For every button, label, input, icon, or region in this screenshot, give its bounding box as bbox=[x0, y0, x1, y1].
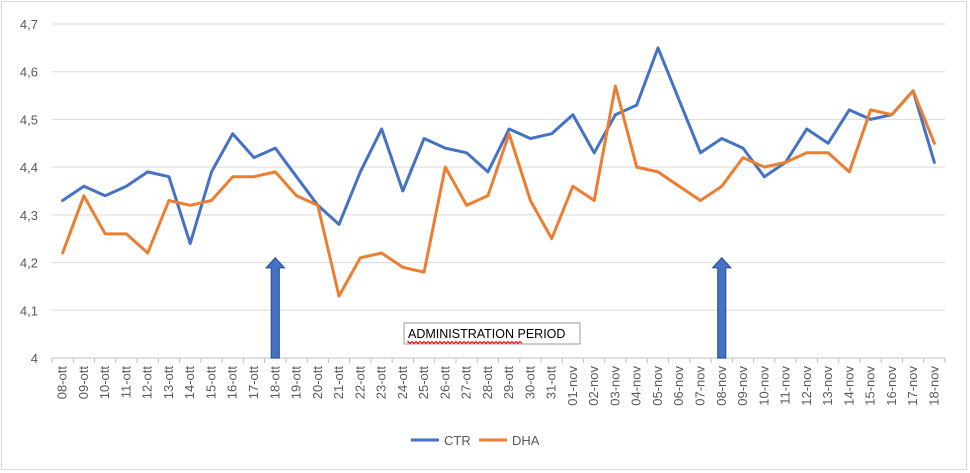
x-tick-label: 13-nov bbox=[820, 366, 835, 406]
x-axis: 08-ott 09-ott 10-ott 11-ott 12-ott 13-ott 14-o… bbox=[51, 357, 946, 406]
x-tick-label: 14-nov bbox=[841, 366, 856, 406]
administration-arrows bbox=[264, 256, 733, 359]
x-tick-label: 23-ott bbox=[374, 366, 389, 400]
x-tick-label: 06-nov bbox=[671, 366, 686, 406]
y-tick-label: 4,4 bbox=[20, 160, 38, 175]
x-tick-label: 21-ott bbox=[331, 366, 346, 400]
y-tick-label: 4,6 bbox=[20, 65, 38, 80]
x-tick-label: 16-nov bbox=[884, 366, 899, 406]
x-tick-label: 10-nov bbox=[756, 366, 771, 406]
x-tick-label: 24-ott bbox=[395, 366, 410, 400]
administration-period-annotation: ADMINISTRATION PERIOD bbox=[403, 322, 581, 345]
x-tick-label: 18-ott bbox=[267, 366, 282, 400]
x-tick-label: 18-nov bbox=[926, 366, 941, 406]
x-tick-label: 08-nov bbox=[714, 366, 729, 406]
x-tick-label: 20-ott bbox=[310, 366, 325, 400]
x-tick-label: 15-ott bbox=[203, 366, 218, 400]
x-tick-label: 10-ott bbox=[97, 366, 112, 400]
y-axis-ticks: 4 4,1 4,2 4,3 4,4 4,5 4,6 4,7 bbox=[20, 17, 38, 366]
y-tick-label: 4,7 bbox=[20, 17, 38, 32]
y-tick-label: 4,2 bbox=[20, 256, 38, 271]
x-tick-label: 04-nov bbox=[629, 366, 644, 406]
administration-arrow bbox=[711, 256, 733, 359]
annotation-label: ADMINISTRATION PERIOD bbox=[408, 327, 565, 341]
x-tick-label: 31-ott bbox=[544, 366, 559, 400]
x-tick-label: 30-ott bbox=[522, 366, 537, 400]
y-tick-label: 4 bbox=[31, 351, 38, 366]
administration-arrow bbox=[264, 256, 286, 359]
series-line-ctr bbox=[61, 46, 936, 245]
x-tick-label: 25-ott bbox=[416, 366, 431, 400]
series-line-dha bbox=[61, 84, 936, 298]
x-tick-label: 19-ott bbox=[289, 366, 304, 400]
x-tick-label: 03-nov bbox=[607, 366, 622, 406]
x-tick-label: 17-ott bbox=[246, 366, 261, 400]
y-tick-label: 4,5 bbox=[20, 112, 38, 127]
x-tick-label: 14-ott bbox=[182, 366, 197, 400]
x-tick-label: 09-ott bbox=[76, 366, 91, 400]
x-tick-label: 17-nov bbox=[905, 366, 920, 406]
x-tick-label: 15-nov bbox=[863, 366, 878, 406]
x-tick-label: 28-ott bbox=[480, 366, 495, 400]
annotation-box bbox=[403, 322, 581, 345]
x-tick-label: 26-ott bbox=[437, 366, 452, 400]
x-tick-label: 11-ott bbox=[118, 366, 133, 399]
x-tick-label: 02-nov bbox=[586, 366, 601, 406]
x-tick-label: 27-ott bbox=[459, 366, 474, 400]
x-tick-label: 22-ott bbox=[352, 366, 367, 400]
spellcheck-underline bbox=[407, 340, 523, 345]
x-tick-label: 05-nov bbox=[650, 366, 665, 406]
gridlines bbox=[52, 23, 945, 359]
legend-label-dha: DHA bbox=[512, 433, 540, 448]
legend-label-ctr: CTR bbox=[444, 433, 471, 448]
x-tick-label: 29-ott bbox=[501, 366, 516, 400]
x-tick-label: 12-nov bbox=[799, 366, 814, 406]
x-tick-label: 09-nov bbox=[735, 366, 750, 406]
y-tick-label: 4,3 bbox=[20, 208, 38, 223]
x-tick-label: 12-ott bbox=[140, 366, 155, 400]
legend: CTR DHA bbox=[411, 433, 540, 448]
x-tick-label: 13-ott bbox=[161, 366, 176, 400]
x-tick-label: 11-nov bbox=[778, 366, 793, 405]
x-tick-label: 08-ott bbox=[55, 366, 70, 400]
x-tick-label: 16-ott bbox=[225, 366, 240, 400]
data-series bbox=[61, 46, 936, 298]
y-tick-label: 4,1 bbox=[20, 303, 38, 318]
x-tick-label: 07-nov bbox=[692, 366, 707, 406]
x-tick-label: 01-nov bbox=[565, 366, 580, 406]
